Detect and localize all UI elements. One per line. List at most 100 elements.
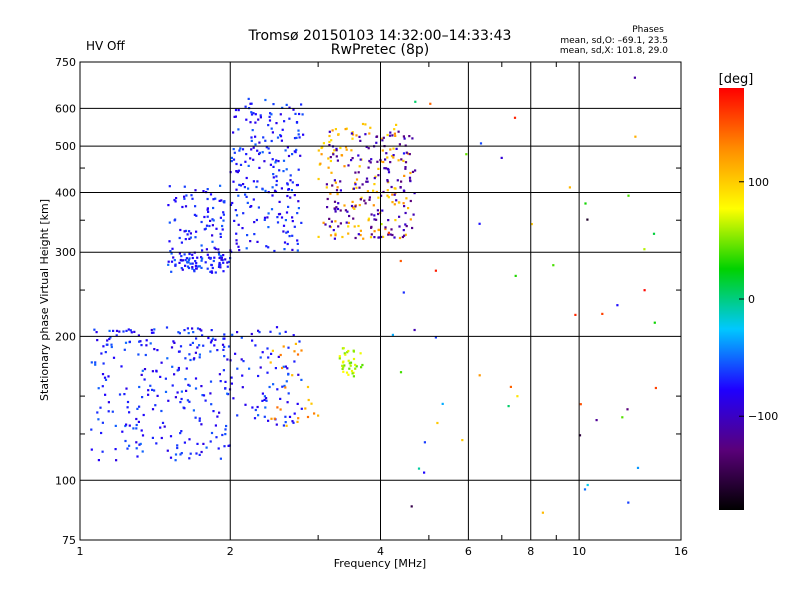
echo-point — [653, 321, 656, 324]
echo-point — [178, 252, 181, 255]
echo-point — [287, 205, 290, 208]
echo-point — [218, 199, 221, 202]
echo-point — [583, 488, 587, 491]
echo-point — [211, 240, 214, 243]
echo-point — [363, 199, 366, 202]
echo-point — [250, 139, 253, 142]
echo-point — [342, 370, 345, 373]
echo-point — [276, 221, 280, 224]
echo-point — [163, 425, 166, 428]
echo-point — [187, 261, 190, 264]
echo-point — [382, 160, 385, 164]
echo-point — [541, 511, 544, 514]
echo-point — [387, 233, 390, 236]
echo-point — [143, 368, 147, 371]
echo-point — [414, 169, 417, 172]
echo-point — [287, 346, 290, 349]
echo-point — [221, 343, 225, 346]
echo-point — [180, 267, 183, 270]
echo-point — [513, 116, 517, 119]
echo-point — [350, 204, 354, 208]
echo-point — [373, 230, 376, 233]
echo-point — [143, 378, 146, 381]
echo-point — [272, 173, 275, 176]
echo-point — [221, 433, 224, 437]
echo-point — [284, 365, 287, 368]
echo-point — [217, 447, 220, 450]
echo-point — [267, 147, 270, 150]
echo-point — [240, 336, 243, 339]
echo-point — [205, 224, 209, 227]
echo-point — [389, 148, 392, 151]
echo-point — [265, 397, 268, 400]
echo-point — [338, 355, 341, 358]
echo-point — [232, 397, 235, 400]
echo-point — [183, 329, 186, 332]
echo-point — [254, 135, 257, 138]
echo-point — [465, 153, 468, 156]
echo-point — [221, 224, 224, 228]
echo-point — [329, 192, 332, 195]
echo-point — [274, 367, 277, 370]
echo-point — [297, 373, 300, 376]
echo-point — [343, 204, 346, 207]
echo-point — [330, 171, 333, 174]
echo-point — [414, 100, 417, 103]
echo-point — [366, 190, 369, 193]
echo-point — [350, 132, 353, 135]
echo-point — [167, 263, 170, 266]
echo-point — [225, 424, 228, 428]
echo-point — [218, 265, 221, 268]
echo-point — [124, 439, 127, 443]
echo-point — [181, 268, 184, 271]
echo-point — [287, 373, 290, 376]
echo-point — [370, 233, 373, 236]
echo-point — [368, 198, 371, 201]
echo-point — [395, 199, 398, 202]
echo-point — [183, 185, 186, 188]
echo-point — [404, 223, 407, 226]
echo-point — [245, 195, 248, 198]
echo-point — [243, 186, 246, 189]
echo-point — [186, 233, 189, 236]
echo-point — [124, 341, 128, 344]
echo-point — [103, 376, 107, 379]
echo-point — [398, 236, 402, 240]
echo-point — [213, 246, 216, 249]
echo-point — [212, 259, 215, 263]
echo-point — [95, 331, 98, 334]
echo-point — [334, 234, 337, 237]
echo-point — [231, 201, 234, 205]
echo-point — [173, 341, 176, 344]
echo-point — [595, 419, 598, 422]
echo-point — [196, 442, 199, 445]
echo-point — [271, 158, 274, 161]
echo-point — [337, 225, 340, 228]
echo-point — [106, 339, 109, 342]
echo-point — [195, 452, 198, 455]
echo-point — [643, 289, 646, 292]
echo-point — [281, 366, 284, 370]
echo-point — [189, 452, 192, 455]
echo-point — [386, 180, 389, 183]
echo-point — [136, 455, 139, 458]
echo-point — [357, 224, 360, 228]
echo-point — [362, 237, 365, 240]
echo-point — [354, 183, 357, 186]
echo-point — [219, 232, 222, 235]
echo-point — [299, 154, 302, 157]
echo-point — [191, 256, 194, 260]
echo-point — [373, 218, 376, 221]
echo-point — [195, 337, 198, 340]
echo-point — [377, 174, 380, 177]
echo-point — [118, 330, 121, 333]
echo-point — [173, 198, 176, 202]
echo-point — [347, 373, 350, 376]
echo-point — [364, 133, 367, 136]
echo-point — [382, 235, 385, 238]
echo-point — [247, 164, 250, 167]
echo-point — [351, 137, 354, 140]
echo-point — [223, 445, 226, 448]
echo-point — [145, 344, 148, 347]
echo-point — [257, 414, 260, 417]
